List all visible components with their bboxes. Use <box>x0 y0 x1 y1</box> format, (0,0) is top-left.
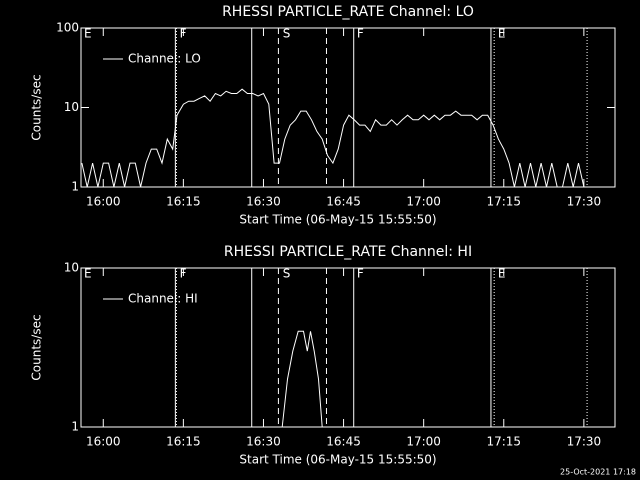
x-axis-label: Start Time (06-May-15 15:55:50) <box>239 213 436 227</box>
y-tick-label: 1 <box>71 420 79 434</box>
plot-frame <box>80 267 616 428</box>
x-tick-label: 16:15 <box>166 435 201 449</box>
x-tick-label: 16:45 <box>326 435 361 449</box>
chart-title: RHESSI PARTICLE_RATE Channel: HI <box>224 244 472 260</box>
y-tick-label: 10 <box>64 100 79 114</box>
x-axis-label: Start Time (06-May-15 15:55:50) <box>239 453 436 467</box>
data-line <box>81 88 585 188</box>
flag-label: S <box>283 27 291 41</box>
flag-label: E <box>498 27 506 41</box>
x-tick-label: 16:15 <box>166 195 201 209</box>
x-tick-label: 17:15 <box>486 195 521 209</box>
x-tick-label: 16:45 <box>326 195 361 209</box>
y-tick-label: 1 <box>71 180 79 194</box>
x-tick-label: 17:00 <box>406 435 441 449</box>
flag-label: E <box>84 267 92 281</box>
x-tick-label: 16:00 <box>86 195 121 209</box>
y-axis-label: Counts/sec <box>30 74 44 140</box>
flag-label: F <box>180 27 187 41</box>
x-tick-label: 16:30 <box>246 195 281 209</box>
chart-title: RHESSI PARTICLE_RATE Channel: LO <box>222 4 474 20</box>
flag-label: S <box>283 267 291 281</box>
x-tick-label: 17:00 <box>406 195 441 209</box>
x-tick-label: 17:15 <box>486 435 521 449</box>
y-tick-label: 100 <box>56 21 79 35</box>
x-tick-label: 17:30 <box>567 195 602 209</box>
flag-label: F <box>357 267 364 281</box>
flag-label: F <box>357 27 364 41</box>
flag-label: E <box>84 27 92 41</box>
x-tick-label: 16:30 <box>246 435 281 449</box>
flag-label: E <box>498 267 506 281</box>
flag-label: F <box>180 267 187 281</box>
footer: 25-Oct-2021 17:18 <box>560 468 636 477</box>
y-tick-label: 10 <box>64 261 79 275</box>
x-tick-label: 16:00 <box>86 435 121 449</box>
x-tick-label: 17:30 <box>567 435 602 449</box>
legend-entry: Channel: HI <box>128 292 198 306</box>
y-axis-label: Counts/sec <box>30 314 44 380</box>
legend-entry: Channel: LO <box>128 52 201 66</box>
data-line <box>281 330 323 428</box>
